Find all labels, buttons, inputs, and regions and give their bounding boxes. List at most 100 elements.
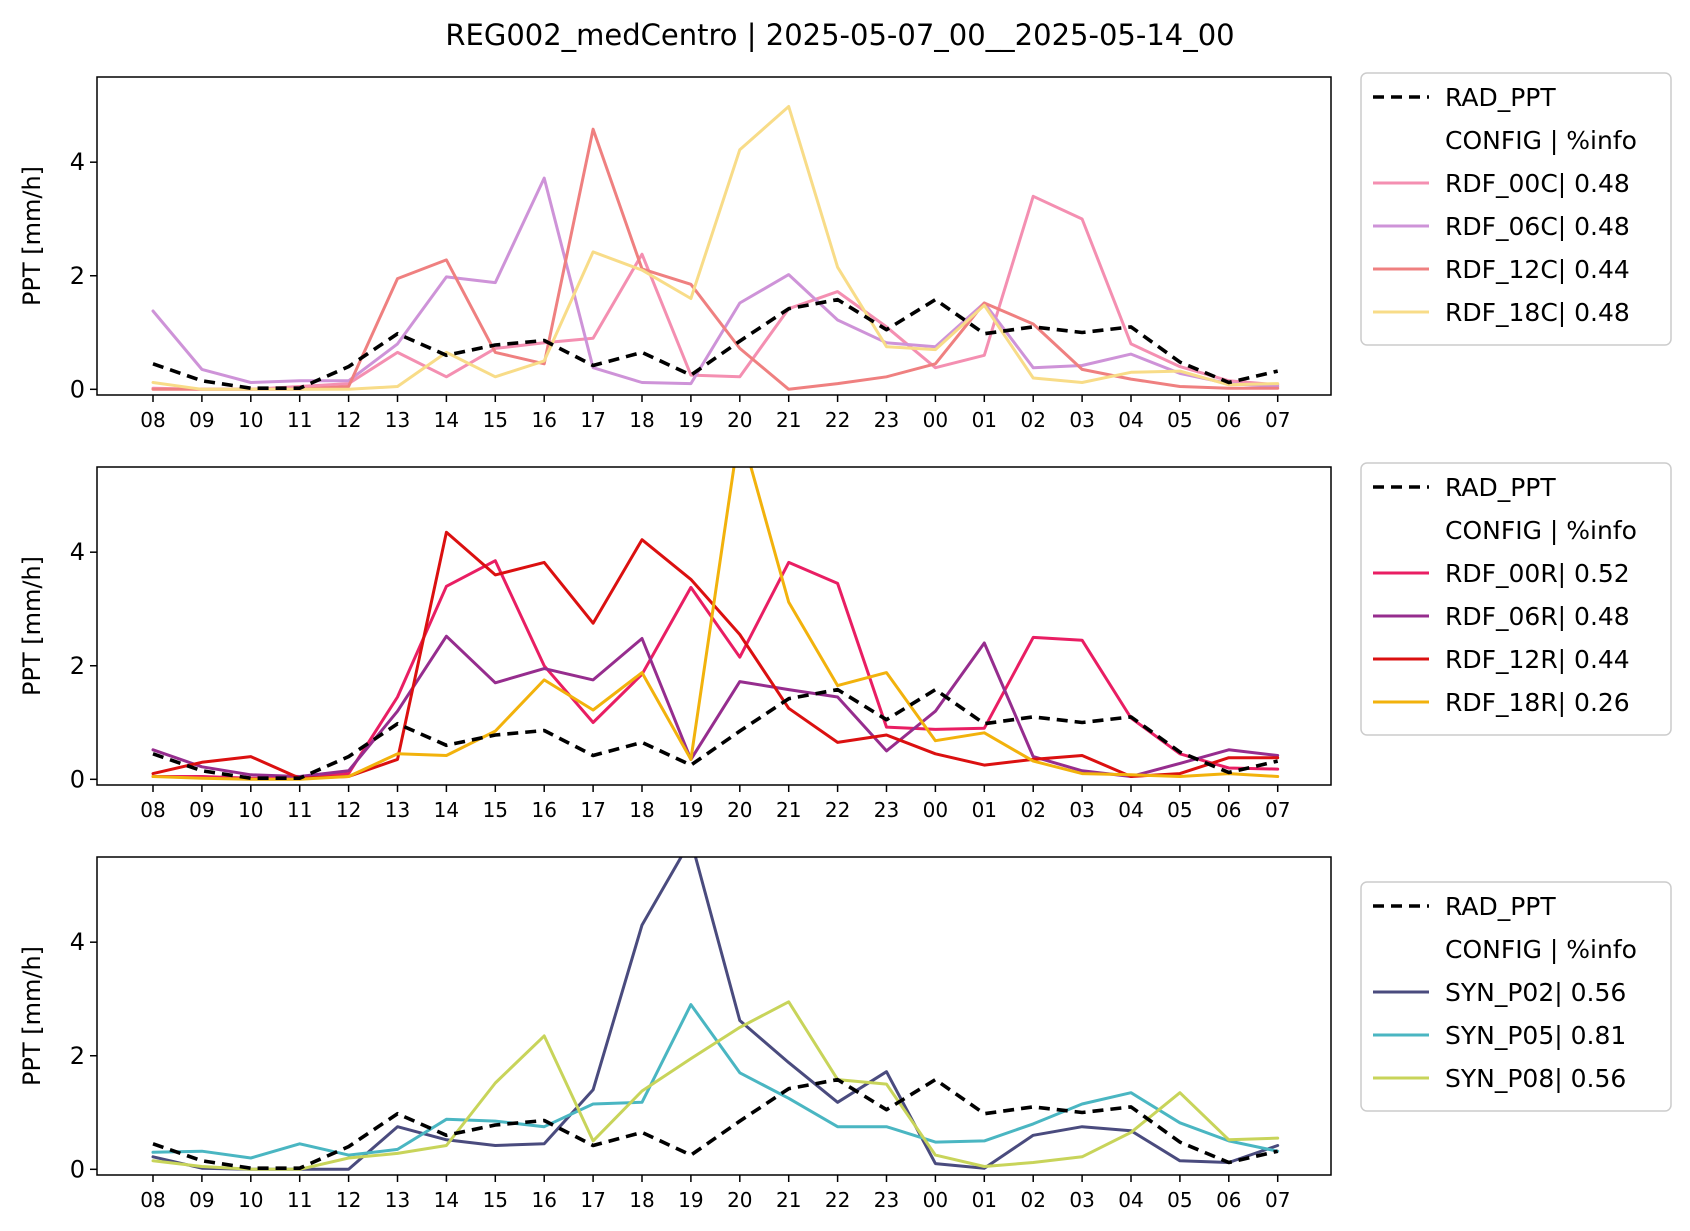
y-axis-label: PPT [mm/h] bbox=[18, 556, 46, 696]
x-tick-label: 02 bbox=[1020, 408, 1045, 432]
x-tick-label: 10 bbox=[238, 798, 263, 822]
x-tick-label: 09 bbox=[189, 1188, 214, 1212]
x-tick-label: 12 bbox=[336, 408, 361, 432]
series-line-rdf_18r bbox=[151, 467, 1280, 781]
x-tick-label: 17 bbox=[580, 408, 605, 432]
x-tick-label: 09 bbox=[189, 408, 214, 432]
y-tick-label: 0 bbox=[70, 765, 85, 793]
x-tick-label: 14 bbox=[434, 1188, 459, 1212]
y-tick-label: 2 bbox=[70, 262, 85, 290]
legend-label: RDF_18R| 0.26 bbox=[1445, 688, 1630, 717]
legend-label: RDF_18C| 0.48 bbox=[1445, 298, 1630, 327]
x-tick-label: 20 bbox=[727, 408, 752, 432]
x-tick-label: 00 bbox=[923, 1188, 948, 1212]
y-tick-label: 0 bbox=[70, 1155, 85, 1183]
x-tick-label: 02 bbox=[1020, 1188, 1045, 1212]
legend-label: RDF_06C| 0.48 bbox=[1445, 212, 1630, 241]
x-tick-label: 23 bbox=[874, 408, 899, 432]
x-tick-label: 05 bbox=[1167, 1188, 1192, 1212]
x-tick-label: 16 bbox=[531, 1188, 556, 1212]
chart-title: REG002_medCentro | 2025-05-07_00__2025-0… bbox=[445, 18, 1234, 52]
series-line-rad_ppt bbox=[152, 297, 1279, 391]
legend-label: SYN_P08| 0.56 bbox=[1445, 1064, 1626, 1093]
x-tick-label: 04 bbox=[1118, 798, 1143, 822]
x-tick-label: 14 bbox=[434, 798, 459, 822]
x-tick-label: 23 bbox=[874, 1188, 899, 1212]
legend-label: RDF_00C| 0.48 bbox=[1445, 169, 1630, 198]
legend-label: RDF_00R| 0.52 bbox=[1445, 559, 1630, 588]
x-tick-label: 00 bbox=[923, 798, 948, 822]
legend-header: CONFIG | %info bbox=[1445, 126, 1637, 155]
x-tick-label: 19 bbox=[678, 1188, 703, 1212]
x-tick-label: 11 bbox=[287, 798, 312, 822]
x-tick-label: 11 bbox=[287, 1188, 312, 1212]
x-tick-label: 10 bbox=[238, 1188, 263, 1212]
series-line-rdf_12r bbox=[151, 530, 1280, 780]
x-tick-label: 04 bbox=[1118, 408, 1143, 432]
legend-label: RAD_PPT bbox=[1445, 83, 1556, 112]
x-tick-label: 15 bbox=[483, 798, 508, 822]
x-tick-label: 09 bbox=[189, 798, 214, 822]
y-tick-label: 2 bbox=[70, 652, 85, 680]
x-tick-label: 20 bbox=[727, 1188, 752, 1212]
legend-label: RAD_PPT bbox=[1445, 473, 1556, 502]
y-tick-label: 4 bbox=[70, 148, 85, 176]
series-line-rdf_00c bbox=[151, 194, 1280, 391]
x-tick-label: 18 bbox=[629, 408, 654, 432]
legend-box bbox=[1360, 462, 1672, 736]
series-line-syn_p02 bbox=[151, 857, 1280, 1171]
x-tick-label: 12 bbox=[336, 1188, 361, 1212]
x-tick-label: 03 bbox=[1069, 798, 1094, 822]
legend-box bbox=[1360, 881, 1672, 1112]
x-tick-label: 21 bbox=[776, 1188, 801, 1212]
x-tick-label: 01 bbox=[972, 408, 997, 432]
series-lines bbox=[151, 857, 1280, 1171]
x-tick-label: 22 bbox=[825, 798, 850, 822]
plot-frame bbox=[96, 76, 1332, 396]
x-tick-label: 01 bbox=[972, 798, 997, 822]
series-line-syn_p05 bbox=[151, 1003, 1280, 1160]
y-tick-label: 2 bbox=[70, 1042, 85, 1070]
x-tick-label: 17 bbox=[580, 1188, 605, 1212]
x-tick-label: 23 bbox=[874, 798, 899, 822]
series-line-syn_p08 bbox=[151, 1000, 1280, 1171]
series-line-rad_ppt bbox=[152, 1077, 1279, 1170]
x-tick-label: 06 bbox=[1216, 1188, 1241, 1212]
x-tick-label: 19 bbox=[678, 408, 703, 432]
x-tick-label: 16 bbox=[531, 408, 556, 432]
legend-header: CONFIG | %info bbox=[1445, 935, 1637, 964]
x-tick-label: 15 bbox=[483, 408, 508, 432]
x-tick-label: 13 bbox=[385, 798, 410, 822]
x-tick-label: 08 bbox=[140, 798, 165, 822]
y-tick-label: 4 bbox=[70, 538, 85, 566]
series-lines bbox=[151, 467, 1280, 781]
x-tick-label: 05 bbox=[1167, 408, 1192, 432]
plot-frame bbox=[96, 466, 1332, 786]
x-tick-label: 02 bbox=[1020, 798, 1045, 822]
x-tick-label: 11 bbox=[287, 408, 312, 432]
legend-label: RDF_06R| 0.48 bbox=[1445, 602, 1630, 631]
x-tick-label: 14 bbox=[434, 408, 459, 432]
x-tick-label: 20 bbox=[727, 798, 752, 822]
plot-frame bbox=[96, 856, 1332, 1176]
legend-label: RDF_12R| 0.44 bbox=[1445, 645, 1630, 674]
x-tick-label: 04 bbox=[1118, 1188, 1143, 1212]
legend-label: SYN_P02| 0.56 bbox=[1445, 978, 1626, 1007]
x-tick-label: 06 bbox=[1216, 798, 1241, 822]
x-tick-label: 08 bbox=[140, 1188, 165, 1212]
series-lines bbox=[151, 105, 1280, 391]
x-tick-label: 21 bbox=[776, 408, 801, 432]
series-line-rad_ppt bbox=[152, 687, 1279, 781]
x-tick-label: 21 bbox=[776, 798, 801, 822]
series-line-rdf_18c bbox=[151, 105, 1280, 391]
x-tick-label: 07 bbox=[1265, 798, 1290, 822]
x-tick-label: 03 bbox=[1069, 408, 1094, 432]
y-axis-label: PPT [mm/h] bbox=[18, 166, 46, 306]
series-line-rdf_00r bbox=[151, 559, 1280, 780]
x-tick-label: 15 bbox=[483, 1188, 508, 1212]
x-tick-label: 13 bbox=[385, 1188, 410, 1212]
